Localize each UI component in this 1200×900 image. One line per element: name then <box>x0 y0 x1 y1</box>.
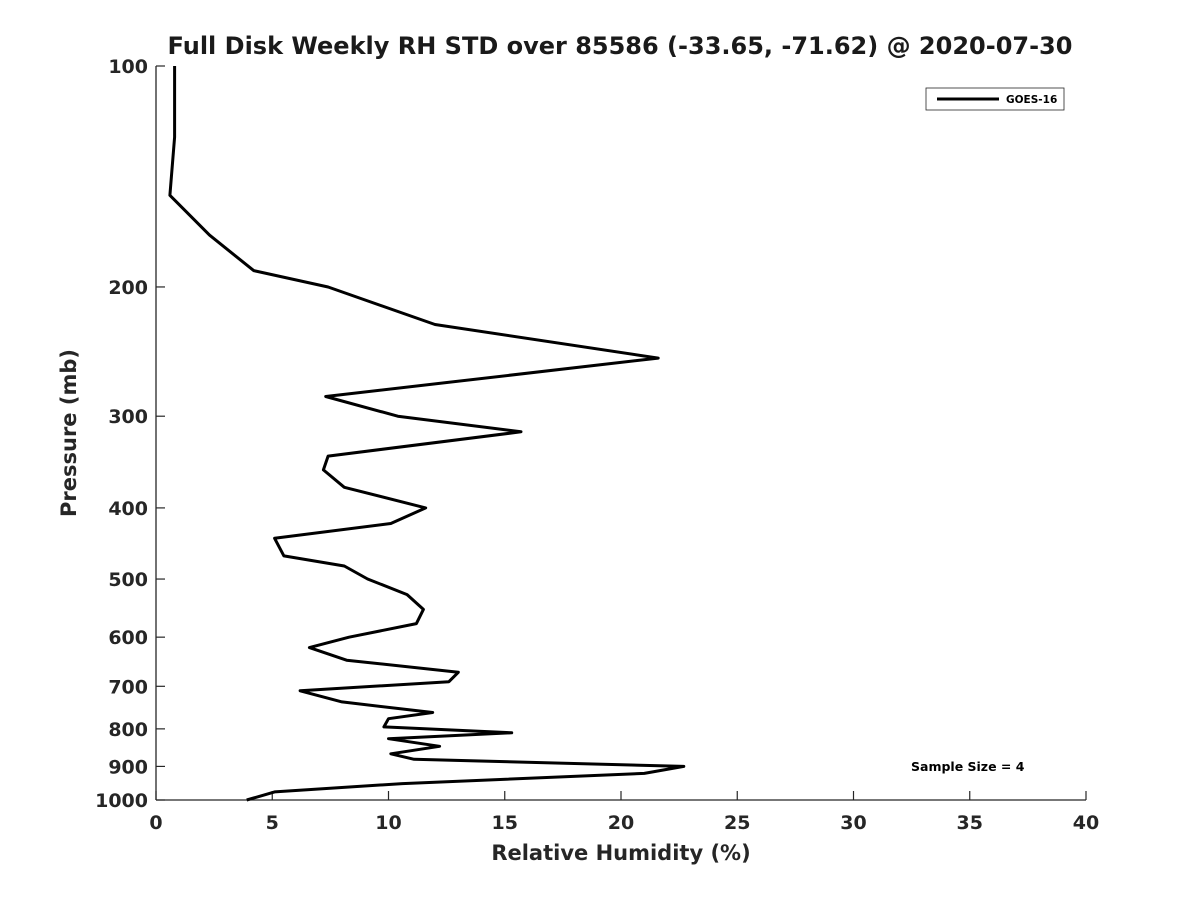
sample-size-annotation: Sample Size = 4 <box>911 759 1025 774</box>
x-tick-label: 25 <box>724 812 750 834</box>
y-tick-label: 300 <box>108 406 148 428</box>
y-tick-label: 900 <box>108 756 148 778</box>
axes <box>155 66 1086 801</box>
x-tick-label: 5 <box>266 812 279 834</box>
y-tick-label: 800 <box>108 719 148 741</box>
series-layer <box>168 66 686 802</box>
y-ticks: 100 200 300 400 500 600 700 800 900 1000 <box>95 56 165 812</box>
x-tick-label: 20 <box>608 812 634 834</box>
y-tick-label: 200 <box>108 277 148 299</box>
y-tick-label: 600 <box>108 627 148 649</box>
x-tick-label: 10 <box>375 812 401 834</box>
x-ticks: 0 5 10 15 20 25 30 35 40 <box>149 791 1099 834</box>
x-tick-label: 35 <box>957 812 983 834</box>
y-tick-label: 400 <box>108 498 148 520</box>
y-tick-label: 1000 <box>95 790 148 812</box>
x-axis-label: Relative Humidity (%) <box>491 841 750 865</box>
legend: GOES-16 <box>925 87 1065 111</box>
x-tick-label: 0 <box>149 812 162 834</box>
x-tick-label: 40 <box>1073 812 1099 834</box>
series-line-goes-16 <box>168 66 686 802</box>
y-axis-label: Pressure (mb) <box>57 349 81 517</box>
y-tick-label: 700 <box>108 676 148 698</box>
y-tick-label: 500 <box>108 569 148 591</box>
x-tick-label: 15 <box>492 812 518 834</box>
legend-entry-goes-16: GOES-16 <box>1006 94 1057 106</box>
chart-title: Full Disk Weekly RH STD over 85586 (-33.… <box>168 32 1073 60</box>
x-tick-label: 30 <box>840 812 866 834</box>
y-tick-label: 100 <box>108 56 148 78</box>
